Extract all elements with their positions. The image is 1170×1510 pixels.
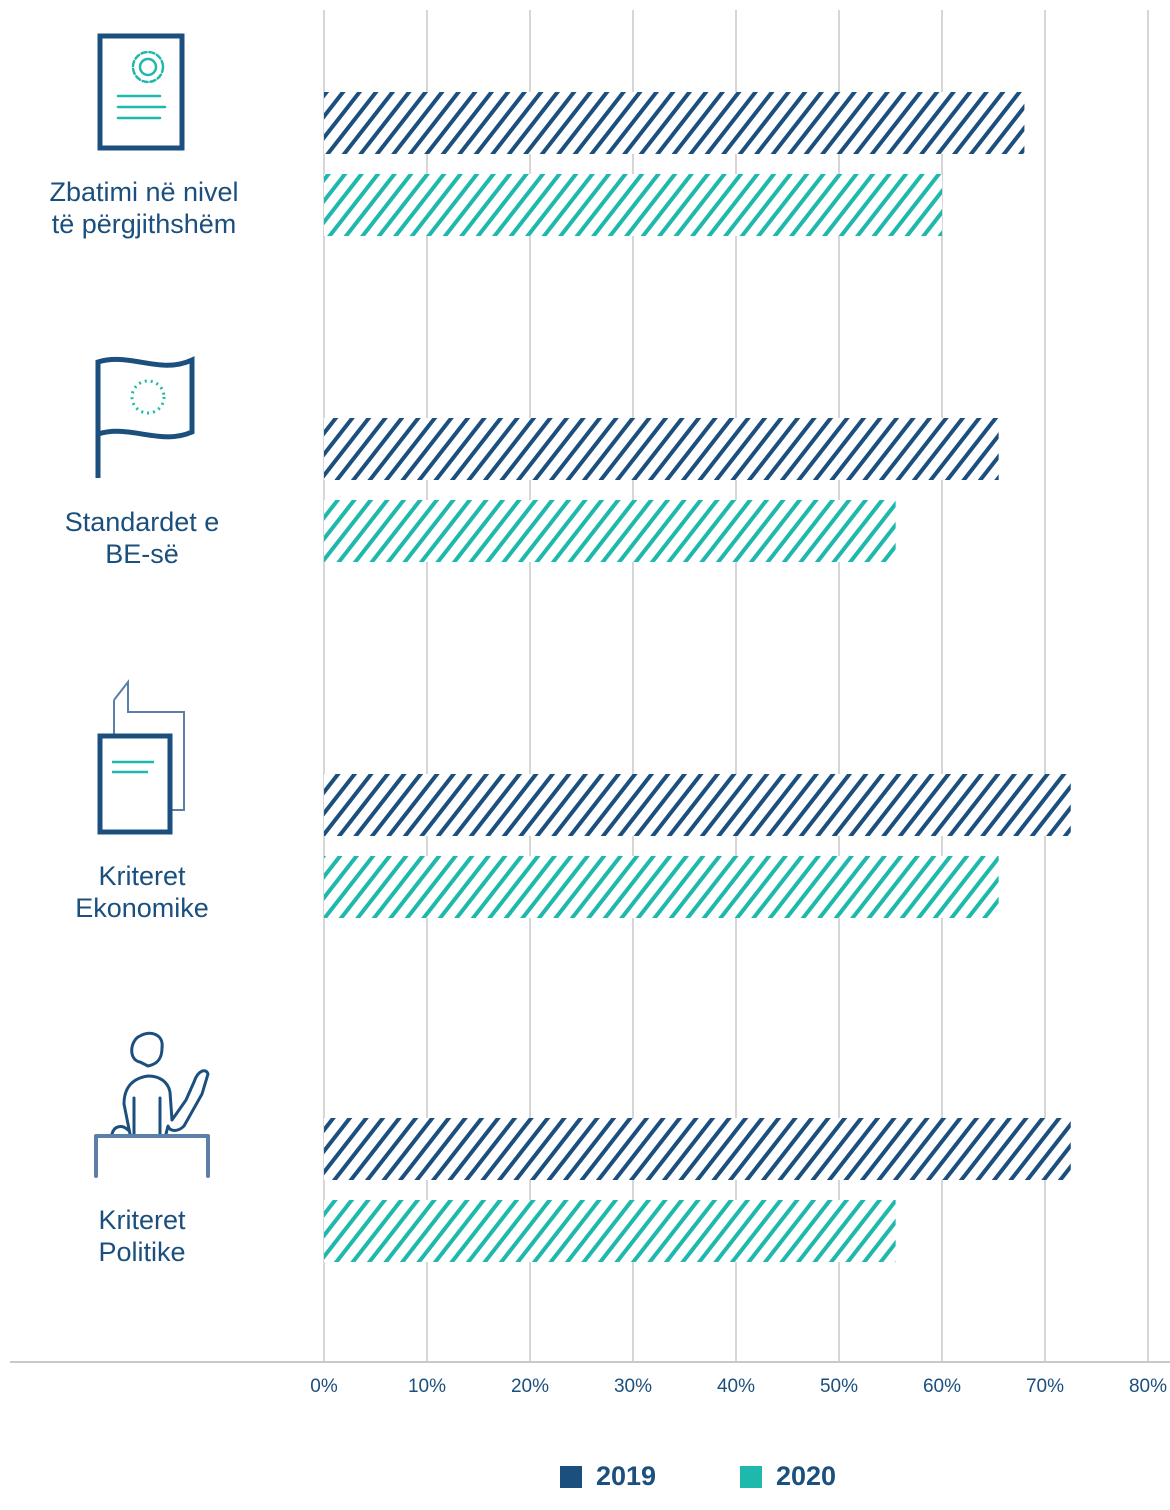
legend-item-2019: 2019 [560, 1461, 656, 1492]
category-label-line: BE-së [105, 539, 179, 569]
legend-label: 2019 [596, 1461, 657, 1491]
category-label: Kriteret Politike [22, 1204, 262, 1268]
category-label-line: Politike [98, 1237, 186, 1267]
bar-2020 [324, 1200, 896, 1262]
category-label: Standardet e BE-së [22, 506, 262, 570]
category-label: Zbatimi në nivel të përgjithshëm [24, 176, 264, 240]
x-tick-label: 50% [820, 1376, 858, 1397]
documents-icon [97, 679, 185, 835]
x-tick-label: 80% [1129, 1376, 1167, 1397]
legend: 2019 2020 [0, 1461, 1170, 1510]
category-label-line: të përgjithshëm [51, 209, 237, 239]
x-tick-label: 20% [511, 1376, 549, 1397]
x-tick-label: 0% [310, 1376, 338, 1397]
bar-2020 [324, 174, 942, 236]
eu-flag-icon [95, 356, 195, 478]
category-label: Kriteret Ekonomike [22, 860, 262, 924]
legend-item-2020: 2020 [740, 1461, 836, 1492]
x-tick-label: 10% [408, 1376, 446, 1397]
x-tick-label: 70% [1026, 1376, 1064, 1397]
legend-swatch [560, 1465, 582, 1488]
category-label-line: Standardet e [64, 507, 220, 537]
bar-2020 [324, 856, 999, 918]
x-tick-label: 60% [923, 1376, 961, 1397]
category-label-line: Ekonomike [75, 893, 209, 923]
x-tick-label: 40% [717, 1376, 755, 1397]
gear-document-icon [97, 33, 185, 151]
legend-swatch [740, 1465, 762, 1488]
category-label-line: Kriteret [98, 1205, 186, 1235]
bar-2020 [324, 500, 896, 562]
category-label-line: Zbatimi në nivel [49, 177, 239, 207]
x-tick-label: 30% [614, 1376, 652, 1397]
category-label-line: Kriteret [98, 861, 186, 891]
bar-2019 [324, 774, 1071, 836]
legend-label: 2020 [776, 1461, 837, 1491]
x-tick-labels: 0% 10% 20% 30% 40% 50% 60% 70% 80% [310, 1376, 1167, 1397]
bar-2019 [324, 1118, 1071, 1180]
bar-2019 [324, 92, 1025, 154]
speaker-podium-icon [94, 1031, 210, 1178]
bar-2019 [324, 418, 999, 480]
bars [324, 92, 1071, 1262]
